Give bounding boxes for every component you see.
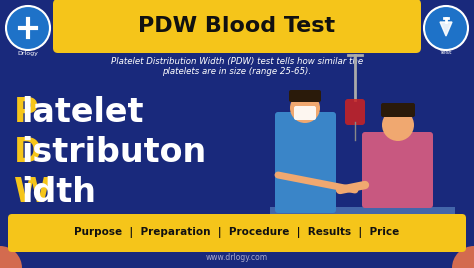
FancyBboxPatch shape	[289, 90, 321, 102]
Text: Test: Test	[440, 50, 452, 55]
FancyBboxPatch shape	[362, 132, 433, 208]
FancyBboxPatch shape	[8, 214, 466, 252]
Text: D: D	[14, 136, 42, 169]
FancyBboxPatch shape	[381, 103, 415, 117]
Text: latelet: latelet	[22, 96, 144, 129]
Circle shape	[382, 109, 414, 141]
Circle shape	[452, 246, 474, 268]
Text: platelets are in size (range 25-65).: platelets are in size (range 25-65).	[163, 67, 311, 76]
FancyBboxPatch shape	[345, 99, 365, 125]
Circle shape	[0, 246, 22, 268]
Text: idth: idth	[22, 177, 97, 210]
Text: Drlogy: Drlogy	[18, 50, 38, 55]
FancyBboxPatch shape	[294, 106, 316, 120]
FancyBboxPatch shape	[275, 112, 336, 213]
Polygon shape	[440, 22, 452, 36]
Text: P: P	[14, 96, 38, 129]
Text: www.drlogy.com: www.drlogy.com	[206, 254, 268, 262]
Text: Platelet Distribution Width (PDW) test tells how similar the: Platelet Distribution Width (PDW) test t…	[111, 57, 363, 66]
Text: PDW Blood Test: PDW Blood Test	[138, 16, 336, 36]
Text: Purpose  |  Preparation  |  Procedure  |  Results  |  Price: Purpose | Preparation | Procedure | Resu…	[74, 228, 400, 239]
FancyBboxPatch shape	[53, 0, 421, 53]
FancyBboxPatch shape	[270, 207, 455, 215]
Text: istributon: istributon	[22, 136, 207, 169]
Circle shape	[6, 6, 50, 50]
Text: W: W	[14, 177, 51, 210]
Circle shape	[424, 6, 468, 50]
Circle shape	[290, 93, 320, 123]
